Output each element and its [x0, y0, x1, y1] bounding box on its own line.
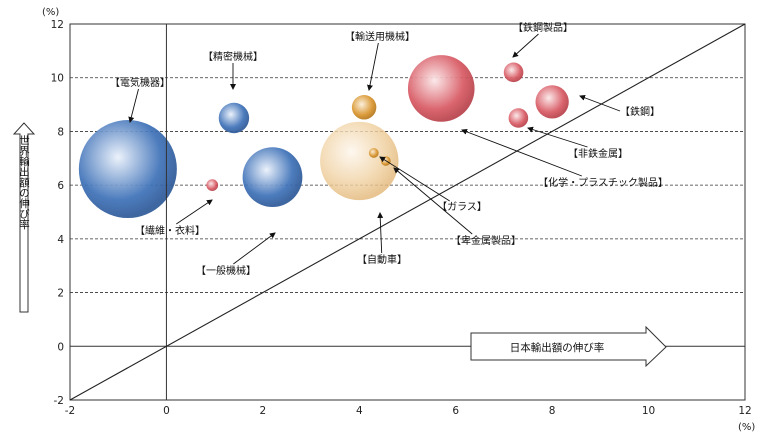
bubble: [503, 62, 524, 83]
y-tick-label: 4: [57, 234, 64, 246]
y-tick-label: -2: [54, 395, 64, 407]
bubble-labels: 【電気機器】 【精密機械】【一般機械】 【繊維・衣料】【自動車】 【輸送用機械】【ガラ…: [110, 21, 668, 277]
leader-line: [393, 167, 473, 235]
y-axis-unit: (%): [42, 7, 59, 18]
bubble: [242, 147, 303, 207]
x-tick-label: 4: [356, 405, 363, 417]
bubble-label: 【化学・プラスチック製品】: [538, 176, 668, 189]
bubble: [535, 85, 569, 119]
bubble-label: 【電気機器】: [110, 76, 170, 89]
bubble: [351, 95, 377, 120]
reference-line-y-equals-x: [69, 23, 746, 401]
x-tick-label: 12: [738, 405, 751, 417]
bubble-label: 【精密機械】: [203, 50, 263, 63]
bubble-label: 【輸送用機械】: [345, 30, 415, 43]
bubble: [407, 55, 475, 122]
bubble-label: 【一般機械】: [196, 264, 256, 277]
bubble-label: 【自動車】: [357, 253, 407, 266]
bubble-label: 【非鉄金属】: [568, 147, 628, 160]
bubble: [78, 120, 177, 219]
y-tick-label: 6: [57, 180, 64, 192]
leader-line: [579, 94, 621, 112]
x-tick-label: 8: [549, 405, 556, 417]
bubble: [218, 102, 250, 134]
leader-line: [379, 156, 450, 202]
leader-line: [128, 88, 139, 123]
bubble-label: 【鉄鋼製品】: [513, 21, 573, 34]
bubble-label: 【ガラス】: [437, 201, 487, 213]
y-tick-label: 2: [57, 288, 64, 300]
x-tick-label: 10: [642, 405, 655, 417]
bubble-label: 【鉄鋼】: [620, 105, 660, 118]
leader-lines: [128, 33, 621, 265]
y-tick-label: 8: [57, 126, 64, 138]
leader-line: [233, 232, 276, 265]
bubble: [320, 121, 399, 201]
x-axis-label: 日本輸出額の伸び率: [510, 341, 605, 354]
bubble: [508, 108, 529, 128]
leader-line: [527, 126, 588, 148]
y-axis-label-arrow: 世界輸出額の伸び率: [12, 122, 36, 313]
leader-line: [176, 199, 213, 225]
bubbles: [78, 55, 569, 219]
x-axis-unit: (%): [738, 422, 755, 433]
axes: -2 0 2 4 6 8 10 12 -2 0 2 4 6 8 10 12: [51, 19, 752, 417]
y-axis-label: 世界輸出額の伸び率: [18, 135, 30, 230]
plot-frame: [69, 23, 746, 401]
bubble-label: 【繊維・衣料】: [135, 224, 205, 237]
leader-line: [512, 33, 539, 58]
y-tick-label: 0: [57, 341, 64, 353]
bubble: [206, 179, 219, 192]
leader-line: [367, 42, 379, 91]
y-tick-label: 10: [51, 73, 64, 85]
leader-line: [461, 128, 583, 177]
y-tick-label: 12: [51, 19, 64, 31]
x-tick-label: -2: [65, 405, 75, 417]
x-axis-label-arrow: 日本輸出額の伸び率: [470, 325, 667, 368]
x-tick-label: 0: [163, 405, 170, 417]
x-tick-label: 2: [260, 405, 267, 417]
leader-line: [377, 212, 384, 254]
bubble-label: 【卑金属製品】: [451, 234, 521, 247]
x-tick-label: 6: [452, 405, 459, 417]
bubble: [368, 148, 379, 158]
